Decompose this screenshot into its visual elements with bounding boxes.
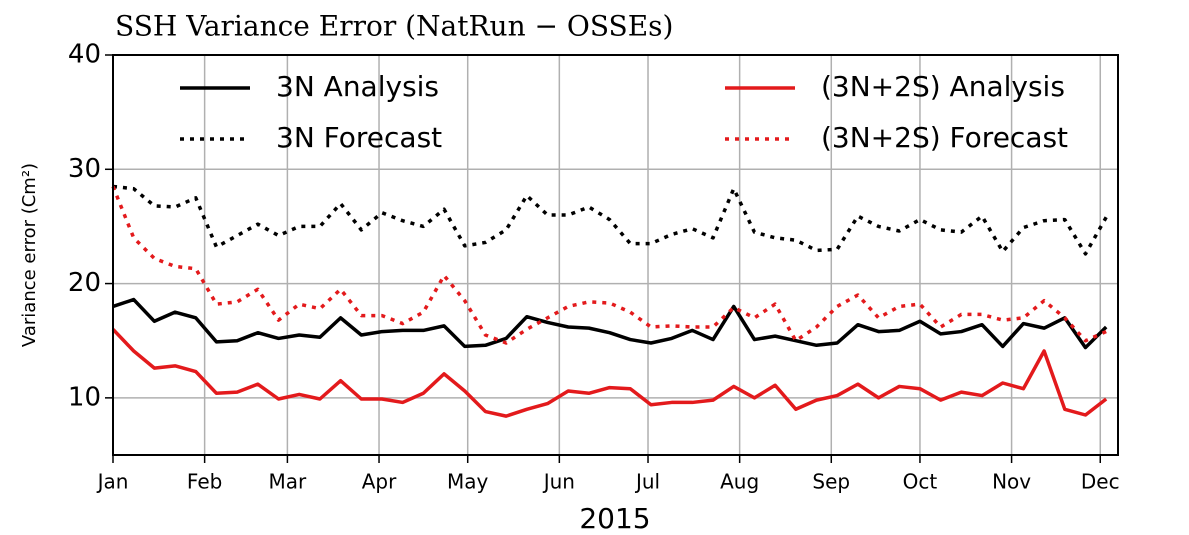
legend-label: 3N Analysis [276,70,439,103]
legend-label: (3N+2S) Forecast [821,121,1068,154]
y-axis-label: Variance error (Cm²) [19,163,40,347]
plot-frame [112,54,1119,456]
y-tick-label: 30 [68,154,101,184]
chart-title: SSH Variance Error (NatRun − OSSEs) [115,10,673,43]
data-line [112,297,1108,350]
x-tick-label: Aug [720,470,759,494]
x-tick-label: Jan [96,470,129,494]
x-tick-label: Nov [992,470,1031,494]
y-tick-label: 40 [68,40,101,70]
x-tick-label: Apr [362,470,397,494]
y-tick-label: 20 [68,268,101,298]
x-tick-label: Feb [187,470,222,494]
legend-label: 3N Forecast [276,121,442,154]
x-tick-label: May [447,470,489,494]
y-tick-label: 10 [68,382,101,412]
data-line [111,185,1107,345]
x-tick-label: Mar [269,470,308,494]
legend-label: (3N+2S) Analysis [821,70,1065,103]
x-tick-label: Dec [1081,470,1120,494]
x-tick-label: Oct [903,470,938,494]
x-tick-label: Jul [634,470,660,494]
data-line [111,328,1108,418]
x-tick-label: Sep [812,470,850,494]
data-line [112,184,1108,256]
x-axis-label: 2015 [579,502,650,535]
x-tick-label: Jun [542,470,575,494]
